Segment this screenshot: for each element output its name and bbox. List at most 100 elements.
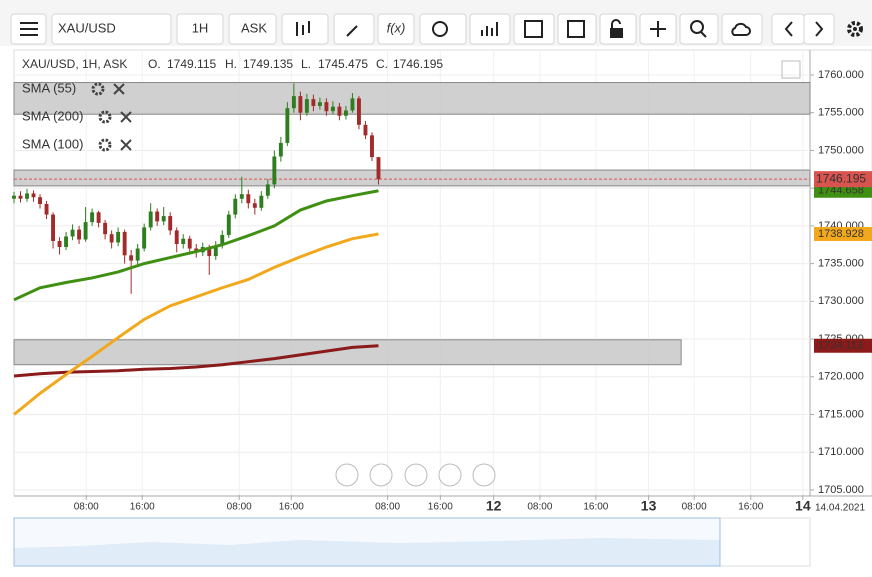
zoom-button[interactable] xyxy=(679,13,719,45)
y-tick-label: 1730.000 xyxy=(818,295,864,307)
expand-icon[interactable] xyxy=(781,60,801,79)
candle-body xyxy=(129,255,134,261)
menu-button[interactable] xyxy=(10,13,47,45)
last-price-tag xyxy=(814,171,872,188)
candle-body xyxy=(174,230,179,244)
legend-settings[interactable] xyxy=(91,82,105,96)
o-value: 1749.115 xyxy=(167,57,216,71)
prev-button[interactable] xyxy=(771,13,805,45)
candle-body xyxy=(83,222,88,240)
chart-type-button[interactable] xyxy=(281,13,329,45)
candle-body xyxy=(135,248,140,261)
candle-body xyxy=(18,195,23,199)
function-label: f(x) xyxy=(387,20,406,35)
candle-body xyxy=(324,102,329,112)
nav-reset[interactable] xyxy=(404,463,428,487)
side: ASK xyxy=(241,20,267,35)
candle-body xyxy=(350,98,355,111)
candle-body xyxy=(109,234,114,243)
x-tick-label: 16:00 xyxy=(738,502,763,513)
y-tick-label: 1760.000 xyxy=(818,69,864,81)
candle-body xyxy=(363,124,368,136)
price-tag xyxy=(814,226,872,241)
candle-body xyxy=(239,194,244,199)
nav-left[interactable] xyxy=(335,463,359,487)
candle-body xyxy=(77,229,82,240)
x-tick-label: 14 xyxy=(795,498,811,514)
y-tick-label: 1710.000 xyxy=(818,446,864,458)
settings-button[interactable] xyxy=(847,21,863,37)
nav-zoom-out[interactable] xyxy=(369,463,393,487)
candle-body xyxy=(278,142,283,157)
zone xyxy=(13,339,682,366)
indicator-button[interactable] xyxy=(469,13,511,45)
candle-body xyxy=(25,193,29,199)
y-tick-label: 1715.000 xyxy=(818,408,864,420)
legend-settings[interactable] xyxy=(98,110,112,124)
candle-body xyxy=(304,99,309,113)
side-button[interactable]: ASK xyxy=(228,13,277,45)
legend-close[interactable] xyxy=(120,111,132,123)
symbol-button[interactable]: XAU/USD xyxy=(51,13,172,45)
price-tag-label: 1744.658 xyxy=(818,185,864,197)
candle-body xyxy=(207,247,212,257)
candle-body xyxy=(246,194,251,204)
candle-body xyxy=(148,211,153,228)
nav-right[interactable] xyxy=(472,463,496,487)
header: XAU/USD, 1H, ASK O. 1749.115 H. 1749.135… xyxy=(22,57,443,71)
crosshair-button[interactable] xyxy=(639,13,677,45)
nav-zoom-in[interactable] xyxy=(438,463,462,487)
candle-body xyxy=(12,195,16,199)
candle-body xyxy=(220,234,225,246)
next-button[interactable] xyxy=(803,13,835,45)
draw-button[interactable] xyxy=(333,13,375,45)
legend-close[interactable] xyxy=(113,83,125,95)
legend-label: SMA (100) xyxy=(22,136,83,151)
interval-button[interactable]: 1H xyxy=(176,13,224,45)
x-tick-label: 16:00 xyxy=(279,502,304,513)
lock-button[interactable] xyxy=(599,13,637,45)
calendar-button[interactable] xyxy=(513,13,555,45)
candle-body xyxy=(311,99,316,106)
cloud-button[interactable] xyxy=(721,13,763,45)
candle-body xyxy=(337,106,342,116)
legend-close[interactable] xyxy=(120,139,132,151)
x-tick-label: 08:00 xyxy=(527,502,552,513)
legend-label: SMA (200) xyxy=(22,108,83,123)
candle-body xyxy=(51,214,56,241)
candle-body xyxy=(252,203,257,208)
header-title: XAU/USD, 1H, ASK xyxy=(22,57,127,71)
info-button[interactable] xyxy=(419,13,467,45)
candle-body xyxy=(96,212,101,223)
candle-body xyxy=(103,222,108,235)
navigator-window[interactable] xyxy=(13,517,721,567)
candle-body xyxy=(291,96,296,109)
candle-body xyxy=(285,108,290,143)
candle-body xyxy=(317,102,322,106)
y-tick-label: 1750.000 xyxy=(818,144,864,156)
candle-body xyxy=(330,106,335,112)
function-button[interactable]: f(x) xyxy=(377,13,415,45)
price-tag xyxy=(814,183,872,198)
x-tick-label: 12 xyxy=(486,498,502,514)
x-tick-label: 16:00 xyxy=(583,502,608,513)
plot: 1705.0001710.0001715.0001720.0001725.000… xyxy=(12,50,872,514)
candle-body xyxy=(226,214,231,235)
last-price-tag-label: 1746.195 xyxy=(816,171,866,185)
candle-body xyxy=(122,231,127,256)
legend-settings[interactable] xyxy=(98,138,112,152)
candle-body xyxy=(64,236,69,248)
candle-body xyxy=(265,184,270,196)
layout-button[interactable] xyxy=(557,13,597,45)
x-tick-label: 16:00 xyxy=(428,502,453,513)
x-tick-label: 08:00 xyxy=(682,502,707,513)
y-tick-label: 1720.000 xyxy=(818,371,864,383)
candle-body xyxy=(272,156,277,185)
x-tick-label: 08:00 xyxy=(227,502,252,513)
candle-body xyxy=(213,245,218,257)
zone xyxy=(13,82,811,115)
sma-line xyxy=(13,232,379,416)
toolbar: XAU/USD 1H ASK f(x) xyxy=(0,0,872,46)
navigator-area xyxy=(14,538,720,566)
